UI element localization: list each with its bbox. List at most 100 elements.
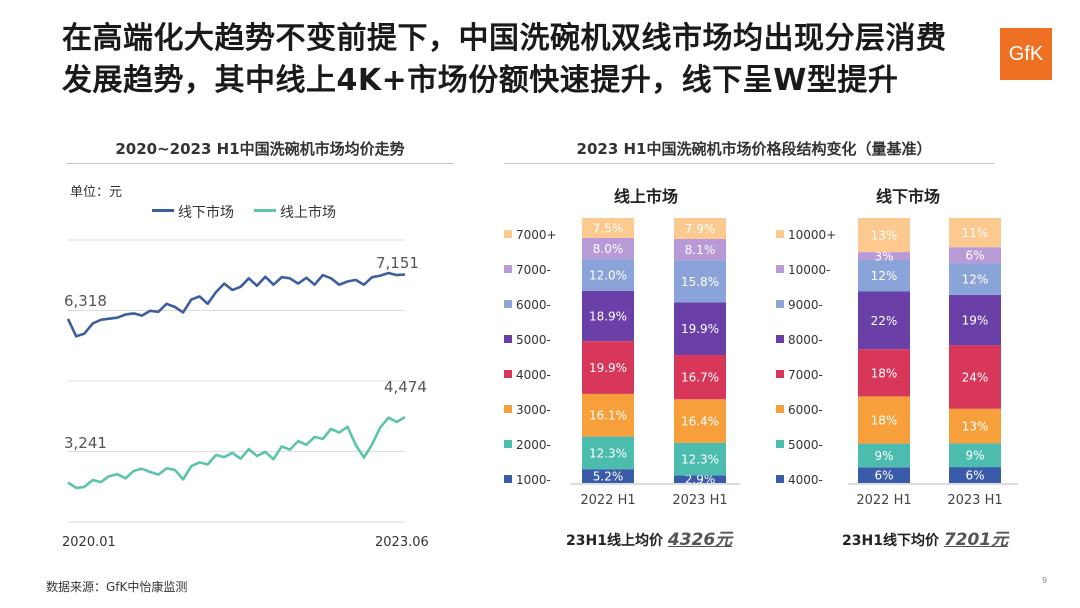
online-bar-segment-2000- bbox=[674, 442, 726, 476]
page-title-line-1: 在高端化大趋势不变前提下，中国洗碗机双线市场均出现分层消费 bbox=[62, 21, 947, 56]
online-legend-label: 6000- bbox=[516, 298, 551, 312]
online-bar-segment-1000- bbox=[582, 469, 634, 483]
online-bar-segment-5000- bbox=[674, 302, 726, 355]
online-legend-swatch bbox=[504, 475, 512, 483]
online-average-value: 4326元 bbox=[667, 530, 733, 550]
offline-panel-title: 线下市场 bbox=[876, 187, 941, 206]
online-legend-label: 3000- bbox=[516, 403, 551, 417]
online-bar-label: 16.1% bbox=[589, 409, 627, 423]
offline-bar-label: 11% bbox=[962, 226, 989, 240]
online-bar-segment-3000- bbox=[582, 393, 634, 437]
online-bar-segment-6000- bbox=[674, 260, 726, 303]
online-average-label: 23H1线上均价 bbox=[566, 533, 663, 549]
online-bar-label: 7.9% bbox=[685, 222, 716, 236]
online-bar-segment-4000- bbox=[674, 355, 726, 400]
offline-bar-segment-10000+ bbox=[949, 218, 1001, 248]
online-legend-label: 5000- bbox=[516, 333, 551, 347]
offline-legend-label: 10000+ bbox=[788, 228, 836, 242]
online-bar-segment-7000+ bbox=[582, 218, 634, 238]
unit-label: 单位：元 bbox=[70, 185, 123, 200]
offline-category-label: 2022 H1 bbox=[856, 493, 911, 508]
online-bar-label: 2.9% bbox=[685, 473, 716, 487]
online-category-label: 2023 H1 bbox=[672, 493, 727, 508]
offline-bar-label: 6% bbox=[965, 469, 984, 483]
online-bar-label: 7.5% bbox=[593, 221, 624, 235]
online-bar-segment-1000- bbox=[674, 475, 726, 483]
left-chart-divider bbox=[66, 163, 454, 164]
offline-bar-label: 12% bbox=[962, 272, 989, 286]
online-legend-swatch bbox=[504, 370, 512, 378]
offline-legend-swatch bbox=[776, 370, 784, 378]
online-category-label: 2022 H1 bbox=[580, 493, 635, 508]
offline-legend-label: 10000- bbox=[788, 263, 831, 277]
online-bar-label: 16.4% bbox=[681, 415, 719, 429]
legend-online-swatch bbox=[254, 209, 276, 212]
offline-legend-label: 7000- bbox=[788, 368, 823, 382]
online-bar-label: 8.1% bbox=[685, 243, 716, 257]
offline-bar-label: 19% bbox=[962, 314, 989, 328]
offline-bar-segment-6000- bbox=[858, 396, 910, 444]
online-legend-swatch bbox=[504, 440, 512, 448]
offline-legend-label: 6000- bbox=[788, 403, 823, 417]
x-axis-start-label: 2020.01 bbox=[62, 535, 116, 550]
offline-bar-label: 3% bbox=[874, 250, 893, 264]
offline-bar-segment-4000- bbox=[949, 467, 1001, 483]
offline-bar-label: 6% bbox=[965, 249, 984, 263]
online-legend-swatch bbox=[504, 230, 512, 238]
data-source-note: 数据来源：GfK中怡康监测 bbox=[46, 580, 188, 594]
offline-legend-label: 9000- bbox=[788, 298, 823, 312]
offline-bar-label: 13% bbox=[962, 420, 989, 434]
online-series-line bbox=[67, 415, 406, 490]
online-bar-segment-6000- bbox=[582, 259, 634, 291]
online-bar-segment-7000- bbox=[674, 238, 726, 261]
online-bar-label: 18.9% bbox=[589, 310, 627, 324]
offline-bar-label: 9% bbox=[874, 449, 893, 463]
offline-legend-label: 8000- bbox=[788, 333, 823, 347]
offline-bar-segment-8000- bbox=[949, 294, 1001, 346]
online-bar-segment-7000+ bbox=[674, 218, 726, 239]
online-bar-label: 12.3% bbox=[681, 453, 719, 467]
offline-bar-segment-10000- bbox=[949, 247, 1001, 264]
online-average-price: 23H1线上均价 4326元 bbox=[566, 525, 732, 550]
offline-bar-segment-10000+ bbox=[858, 218, 910, 253]
offline-bar-segment-7000- bbox=[949, 345, 1001, 409]
x-axis-end-label: 2023.06 bbox=[375, 535, 429, 550]
offline-average-value: 7201元 bbox=[943, 530, 1009, 550]
online-panel-title: 线上市场 bbox=[614, 187, 679, 206]
offline-legend-swatch bbox=[776, 440, 784, 448]
gfk-logo: GfK bbox=[1000, 28, 1052, 80]
offline-bar-segment-4000- bbox=[858, 467, 910, 483]
online-bar-label: 5.2% bbox=[593, 470, 624, 484]
offline-average-label: 23H1线下均价 bbox=[842, 533, 939, 549]
online-legend-label: 7000+ bbox=[516, 228, 557, 242]
offline-category-label: 2023 H1 bbox=[947, 493, 1002, 508]
online-legend-swatch bbox=[504, 300, 512, 308]
offline-bar-label: 22% bbox=[871, 314, 898, 328]
page-title-line-2: 发展趋势，其中线上4K+市场份额快速提升，线下呈W型提升 bbox=[62, 63, 899, 98]
offline-bar-label: 6% bbox=[874, 469, 893, 483]
offline-series-line bbox=[66, 271, 406, 338]
online-legend-label: 1000- bbox=[516, 473, 551, 487]
online-bar-segment-3000- bbox=[674, 399, 726, 443]
offline-bar-segment-9000- bbox=[949, 263, 1001, 295]
offline-bar-label: 18% bbox=[871, 414, 898, 428]
page-number: 9 bbox=[1042, 576, 1048, 585]
offline-legend-swatch bbox=[776, 335, 784, 343]
offline-legend-label: 4000- bbox=[788, 473, 823, 487]
offline-average-price: 23H1线下均价 7201元 bbox=[842, 525, 1008, 550]
offline-bar-segment-5000- bbox=[858, 443, 910, 468]
online-bar-segment-5000- bbox=[582, 290, 634, 341]
offline-legend-swatch bbox=[776, 405, 784, 413]
online-legend-swatch bbox=[504, 265, 512, 273]
offline-bar-segment-7000- bbox=[858, 349, 910, 397]
right-chart-title: 2023 H1中国洗碗机市场价格段结构变化（量基准） bbox=[576, 140, 932, 158]
legend-offline-swatch bbox=[152, 209, 174, 212]
offline-legend-swatch bbox=[776, 475, 784, 483]
stacked-bar-charts: 5.2% 12.3% 16.1% 19.9% 18.9% 12.0% 8.0% 7.5% 202… bbox=[504, 218, 1018, 508]
online-legend-label: 7000- bbox=[516, 263, 551, 277]
online-bar-label: 15.8% bbox=[681, 275, 719, 289]
line-chart bbox=[66, 239, 406, 523]
offline-bar-segment-8000- bbox=[858, 291, 910, 350]
online-bar-label: 16.7% bbox=[681, 371, 719, 385]
offline-legend-swatch bbox=[776, 300, 784, 308]
